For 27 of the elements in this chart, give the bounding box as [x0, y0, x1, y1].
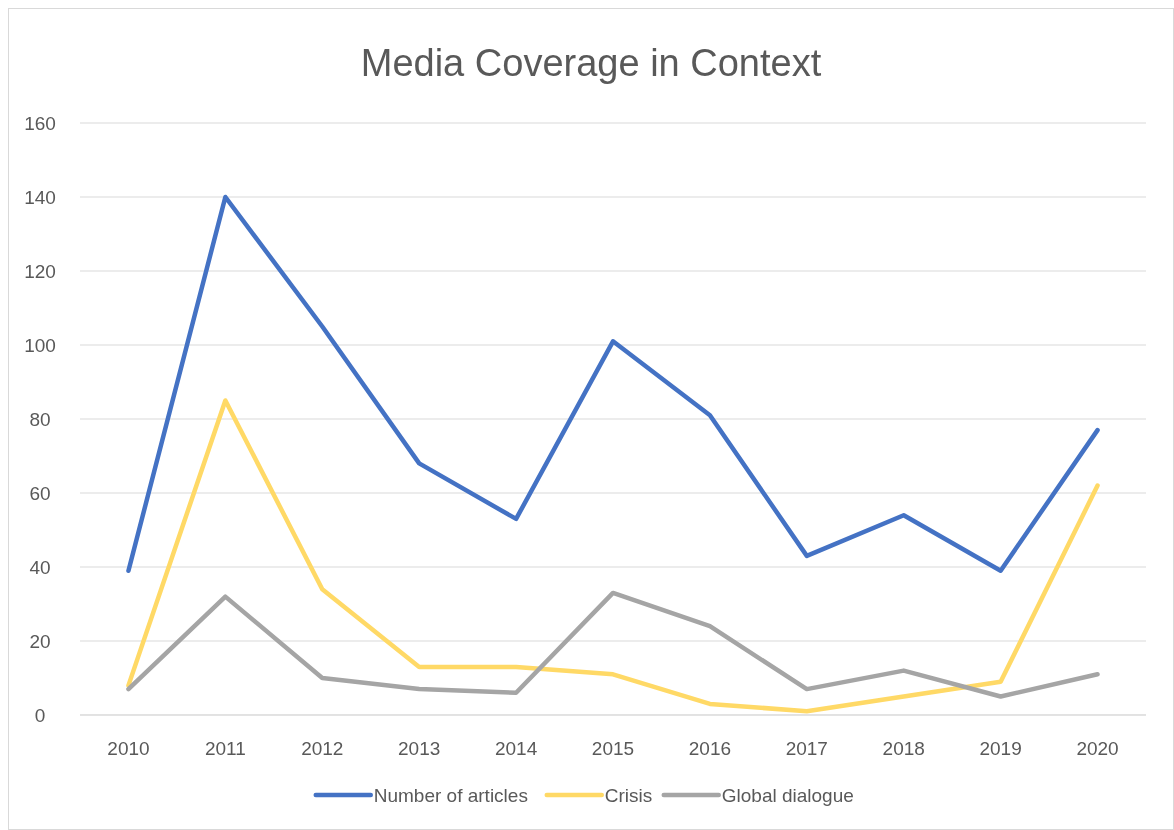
- y-tick-label: 120: [24, 260, 56, 282]
- x-tick-label: 2016: [688, 738, 732, 759]
- y-tick-label: 160: [24, 112, 56, 134]
- y-tick-label: 40: [29, 556, 51, 578]
- legend-label: Number of articles: [373, 784, 528, 806]
- legend-label: Crisis: [604, 784, 653, 806]
- x-tick-label: 2018: [882, 738, 925, 759]
- line-series: [126, 590, 1100, 699]
- y-tick-label: 0: [34, 704, 46, 726]
- y-tick-label: 20: [29, 630, 51, 652]
- y-tick-label: 100: [24, 334, 56, 356]
- x-tick-label: 2019: [979, 738, 1022, 759]
- line-series: [126, 194, 1100, 573]
- x-tick-label: 2013: [398, 738, 441, 759]
- x-tick-label: 2012: [301, 738, 344, 759]
- y-tick-label: 140: [24, 186, 56, 208]
- line-series: [126, 398, 1100, 714]
- y-tick-label: 80: [29, 408, 51, 430]
- x-tick-label: 2020: [1076, 738, 1119, 759]
- legend-label: Global dialogue: [721, 784, 854, 806]
- x-tick-label: 2010: [107, 738, 150, 759]
- chart-title: Media Coverage in Context: [360, 42, 822, 84]
- x-tick-label: 2014: [494, 738, 538, 759]
- y-tick-label: 60: [29, 482, 51, 504]
- x-tick-label: 2011: [204, 738, 246, 759]
- x-tick-label: 2015: [591, 738, 635, 759]
- x-tick-label: 2017: [785, 738, 828, 759]
